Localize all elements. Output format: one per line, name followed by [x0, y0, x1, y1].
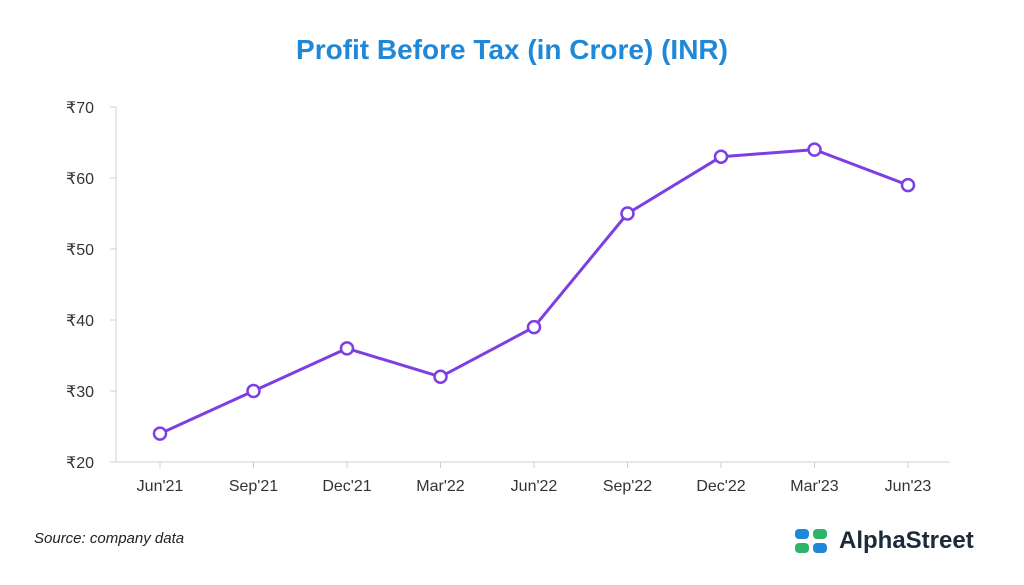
- series-line: [158, 148, 910, 436]
- x-tick-label: Dec'22: [696, 478, 745, 495]
- data-point: [152, 426, 168, 441]
- chart-title: Profit Before Tax (in Crore) (INR): [296, 34, 728, 65]
- data-point: [900, 177, 916, 193]
- data-point: [620, 206, 635, 221]
- x-tick-label: Jun'23: [885, 478, 932, 495]
- brand-name: AlphaStreet: [839, 527, 974, 554]
- alphastreet-logo-icon: [795, 529, 827, 553]
- x-tick-label: Jun'22: [511, 478, 558, 495]
- data-point: [339, 341, 355, 356]
- y-tick-label: ₹40: [66, 313, 94, 330]
- x-tick-label: Mar'22: [416, 478, 465, 495]
- brand: AlphaStreet: [793, 524, 974, 558]
- y-tick-label: ₹30: [66, 384, 94, 401]
- y-tick-label: ₹70: [66, 100, 94, 117]
- x-tick-label: Sep'21: [229, 478, 278, 495]
- y-tick-label: ₹20: [66, 455, 94, 472]
- data-point: [246, 383, 261, 399]
- data-point: [433, 369, 448, 385]
- x-tick-label: Dec'21: [322, 478, 371, 495]
- data-point: [713, 149, 729, 164]
- x-tick-label: Mar'23: [790, 478, 839, 495]
- x-tick-label: Sep'22: [603, 478, 652, 495]
- y-tick-label: ₹50: [66, 242, 94, 259]
- y-tick-label: ₹60: [66, 171, 94, 188]
- data-point: [807, 142, 822, 157]
- x-tick-label: Jun'21: [137, 478, 184, 495]
- source-note: Source: company data: [34, 530, 185, 547]
- data-point: [526, 319, 542, 335]
